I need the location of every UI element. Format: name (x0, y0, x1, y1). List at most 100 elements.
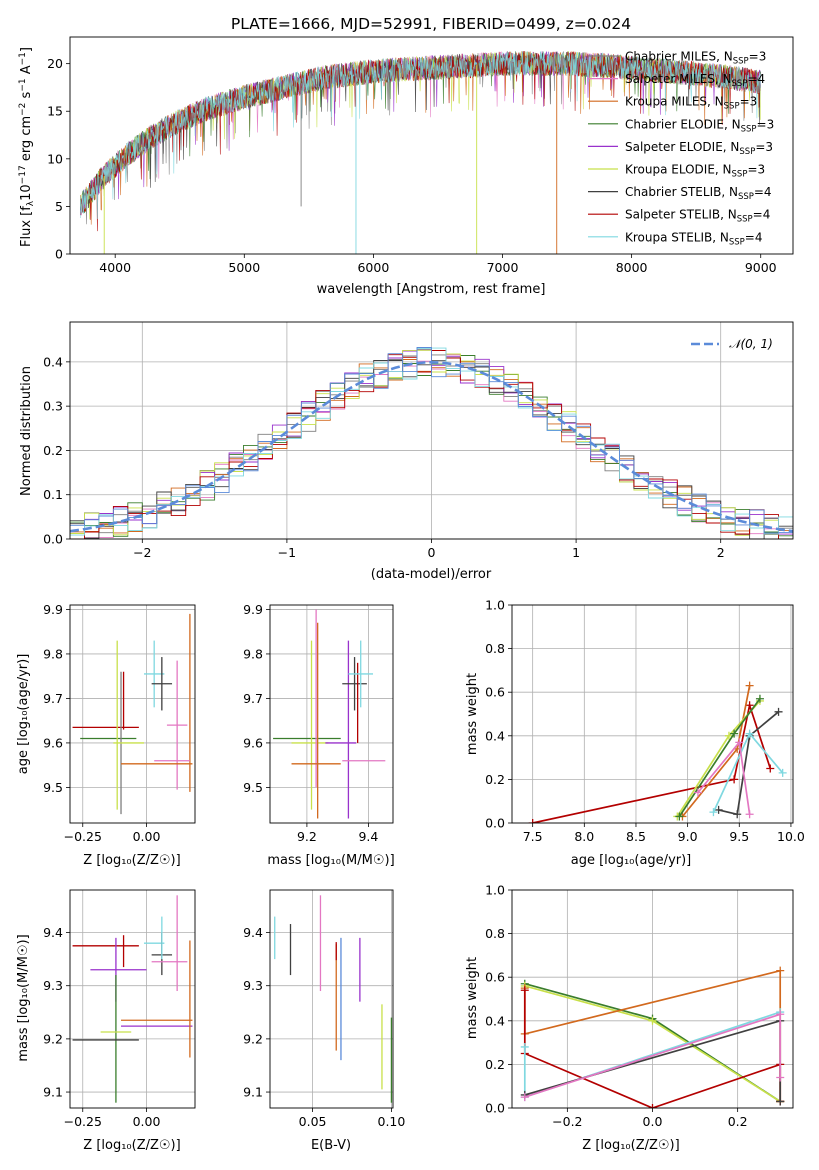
massweight-marker (778, 768, 787, 777)
massweight-marker (776, 1097, 785, 1106)
x-tick-label: 0.2 (728, 1114, 748, 1129)
massweight-marker (766, 764, 775, 773)
plot-area (72, 895, 193, 1103)
y-tick-label: 9.2 (43, 1031, 63, 1046)
massweight-marker (745, 681, 754, 690)
x-tick-label: 8.5 (626, 829, 646, 844)
grid (70, 890, 195, 1108)
massweight-marker (730, 775, 739, 784)
grid (270, 890, 393, 1108)
x-tick-label: 4000 (99, 260, 131, 275)
y-tick-label: 10 (47, 151, 63, 166)
mass-vs-z-panel: −0.25 0.00 9.1 9.2 9.3 9.4 (43, 889, 196, 1129)
plot-area (80, 51, 761, 254)
legend-label: Chabrier ELODIE, NSSP=3 (625, 117, 774, 134)
y-tick-label: 9.6 (43, 735, 63, 750)
legend-label: Kroupa ELODIE, NSSP=3 (625, 163, 765, 180)
massweight-marker (520, 1093, 529, 1102)
y-tick-label: 0 (55, 247, 63, 262)
massweight-marker (730, 729, 739, 738)
plot-area (274, 895, 393, 1103)
legend-label: Kroupa MILES, NSSP=3 (625, 95, 757, 112)
mwz-ylabel: mass weight (465, 957, 480, 1039)
legend-label: Chabrier MILES, NSSP=3 (625, 50, 766, 67)
axes-frame (269, 604, 394, 824)
agez-xlabel: Z [log₁₀(Z/Z☉)] (83, 853, 180, 868)
x-tick-label: 0.05 (299, 1114, 327, 1129)
agemass-xlabel: mass [log₁₀(M/M☉)] (267, 853, 394, 868)
massweight-marker (709, 808, 718, 817)
massweight-line (697, 740, 751, 815)
y-tick-label: 0.8 (485, 641, 505, 656)
axes-frame (511, 604, 794, 824)
x-tick-label: 9.0 (678, 829, 698, 844)
x-tick-label: 9000 (745, 260, 777, 275)
grid (512, 604, 793, 824)
y-tick-label: 0.2 (485, 772, 505, 787)
x-tick-label: −0.2 (552, 1114, 582, 1129)
legend-label: Salpeter STELIB, NSSP=4 (625, 208, 770, 225)
y-tick-label: 9.2 (243, 1031, 263, 1046)
x-tick-label: 10.0 (777, 829, 805, 844)
massweight-marker (648, 1104, 657, 1108)
spectrum-panel: 4000 5000 6000 7000 8000 9000 0 5 10 15 20 Chabrier… (47, 36, 794, 275)
mwz-xlabel: Z [log₁₀(Z/Z☉)] (582, 1138, 679, 1153)
massweight-marker (733, 810, 742, 819)
x-tick-label: 8.0 (574, 829, 594, 844)
y-tick-label: 9.3 (43, 978, 63, 993)
axes-frame (69, 604, 196, 824)
spectrum-ylabel: Flux [fλ10−17 erg cm−2 s−1 A−1] (18, 47, 36, 247)
legend-label: Salpeter ELODIE, NSSP=3 (625, 140, 773, 157)
gaussian-curve (70, 360, 793, 533)
massebv-xlabel: E(B-V) (311, 1138, 351, 1153)
massz-xlabel: Z [log₁₀(Z/Z☉)] (83, 1138, 180, 1153)
x-tick-label: 1 (572, 545, 580, 560)
y-tick-label: 9.5 (43, 780, 63, 795)
massweight-marker (675, 812, 684, 821)
x-tick-label: 0.00 (133, 1114, 161, 1129)
x-tick-label: 6000 (357, 260, 389, 275)
x-tick-label: 9.4 (358, 829, 378, 844)
y-tick-label: 9.8 (243, 646, 263, 661)
legend-label: Kroupa STELIB, NSSP=4 (625, 230, 763, 247)
y-tick-label: 9.1 (243, 1085, 263, 1100)
y-tick-label: 1.0 (485, 883, 505, 898)
residuals-panel: −2 −1 0 1 2 0.0 0.1 0.2 0.3 0.4 𝒩(0, 1) (43, 321, 794, 560)
x-tick-label: −0.25 (64, 1114, 102, 1129)
mwage-ylabel: mass weight (465, 673, 480, 755)
age-vs-z-panel: −0.25 0.00 9.5 9.6 9.7 9.8 9.9 (43, 602, 196, 844)
massweight-marker (520, 986, 529, 995)
massweight-marker (755, 694, 764, 703)
x-tick-label: 2 (717, 545, 725, 560)
x-tick-label: 5000 (228, 260, 260, 275)
y-tick-label: 15 (47, 104, 63, 119)
x-tick-label: 0.10 (378, 1114, 406, 1129)
y-tick-label: 0.6 (485, 970, 505, 985)
y-tick-label: 20 (47, 56, 63, 71)
massweight-marker (774, 707, 783, 716)
y-tick-label: 9.1 (43, 1085, 63, 1100)
plot-area (72, 613, 193, 815)
massweight-line (718, 711, 780, 816)
x-tick-label: 9.2 (297, 829, 317, 844)
residuals-xlabel: (data-model)/error (371, 567, 492, 582)
y-tick-label: 0.0 (43, 532, 63, 547)
y-tick-label: 0.1 (43, 487, 63, 502)
mwage-xlabel: age [log₁₀(age/yr)] (571, 853, 692, 868)
axes-frame (69, 889, 196, 1109)
agez-ylabel: age [log₁₀(age/yr)] (16, 654, 31, 775)
x-tick-label: 0.0 (643, 1114, 663, 1129)
y-tick-label: 1.0 (485, 598, 505, 613)
y-tick-label: 0.4 (485, 728, 505, 743)
x-tick-label: −1 (278, 545, 296, 560)
y-tick-label: 9.9 (43, 602, 63, 617)
axes-frame (69, 321, 794, 540)
spectrum-xlabel: wavelength [Angstrom, rest frame] (317, 282, 546, 297)
legend-label: 𝒩(0, 1) (729, 337, 773, 351)
massweight-marker (776, 1073, 785, 1082)
axes-frame (511, 889, 794, 1109)
residuals-ylabel: Normed distribution (19, 366, 34, 496)
massweight-marker (745, 810, 754, 819)
massweight-marker (693, 788, 702, 797)
x-tick-label: 9.5 (729, 829, 749, 844)
